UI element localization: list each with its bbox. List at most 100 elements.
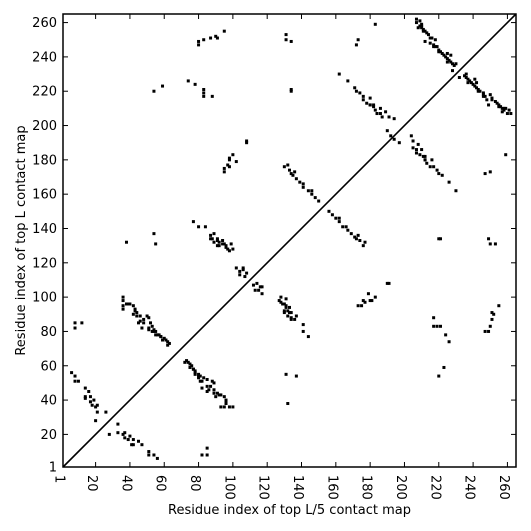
contact-point-mirror xyxy=(138,319,142,323)
contact-point-mirror xyxy=(294,374,298,378)
contact-point-mirror xyxy=(337,220,341,224)
y-tick-label: 240 xyxy=(32,50,57,65)
contact-point xyxy=(150,329,154,333)
contact-point xyxy=(145,314,149,318)
contact-point-mirror xyxy=(363,240,367,244)
contact-point xyxy=(231,247,235,251)
contact-point-mirror xyxy=(428,36,432,40)
contact-point-mirror xyxy=(188,362,192,366)
contact-point-mirror xyxy=(301,323,305,327)
contact-point-mirror xyxy=(116,422,120,426)
contact-point xyxy=(442,53,446,57)
contact-point xyxy=(502,106,506,110)
contact-point-mirror xyxy=(130,443,134,447)
contact-point xyxy=(433,38,437,42)
contact-point xyxy=(418,19,422,23)
contact-point-mirror xyxy=(507,108,511,112)
contact-point xyxy=(131,443,135,447)
contact-point xyxy=(193,372,197,376)
contact-point xyxy=(147,316,151,320)
contact-point-mirror xyxy=(123,431,127,435)
contact-point-mirror xyxy=(471,82,475,86)
contact-point xyxy=(83,386,87,390)
y-tick-label: 20 xyxy=(40,428,57,443)
contact-point xyxy=(126,438,130,442)
contact-point-mirror xyxy=(193,371,197,375)
contact-point-mirror xyxy=(219,405,223,409)
contact-point xyxy=(73,326,77,330)
diagonal-line xyxy=(62,13,517,468)
contact-point-mirror xyxy=(147,326,151,330)
contact-point-mirror xyxy=(205,453,209,457)
contact-point xyxy=(251,283,255,287)
contact-point xyxy=(294,177,298,181)
contact-point xyxy=(215,36,219,40)
contact-point xyxy=(227,249,231,253)
contact-point xyxy=(238,273,242,277)
contact-point xyxy=(133,307,137,311)
contact-point xyxy=(449,60,453,64)
contact-point xyxy=(414,21,418,25)
contact-point-mirror xyxy=(447,340,451,344)
y-tick-label: 120 xyxy=(32,256,57,271)
contact-point xyxy=(372,105,376,109)
contact-point xyxy=(197,39,201,43)
contact-point-mirror xyxy=(190,364,194,368)
contact-point xyxy=(354,43,358,47)
contact-point xyxy=(420,22,424,26)
contact-point xyxy=(481,93,485,97)
contact-point xyxy=(437,48,441,52)
contact-point-mirror xyxy=(94,405,98,409)
contact-point xyxy=(76,379,80,383)
contact-point-mirror xyxy=(198,374,202,378)
contact-point-mirror xyxy=(385,281,389,285)
contact-point xyxy=(466,81,470,85)
contact-point-mirror xyxy=(464,75,468,79)
contact-point-mirror xyxy=(497,304,501,308)
contact-point-mirror xyxy=(217,244,221,248)
x-tick-label: 180 xyxy=(359,475,374,500)
contact-point xyxy=(449,53,453,57)
y-tick-label: 40 xyxy=(40,394,57,409)
contact-point-mirror xyxy=(442,365,446,369)
contact-point xyxy=(142,317,146,321)
contact-point-mirror xyxy=(432,165,436,169)
contact-point-mirror xyxy=(205,446,209,450)
contact-point-mirror xyxy=(397,141,401,145)
contact-point xyxy=(186,79,190,83)
contact-point xyxy=(150,324,154,328)
contact-point xyxy=(500,110,504,114)
contact-point-mirror xyxy=(284,304,288,308)
x-tick-label: 240 xyxy=(462,475,477,500)
contact-point-mirror xyxy=(473,77,477,81)
x-tick-label: 20 xyxy=(84,475,99,492)
contact-point-mirror xyxy=(487,103,491,107)
contact-point-mirror xyxy=(363,300,367,304)
contact-point xyxy=(215,244,219,248)
contact-point xyxy=(73,374,77,378)
contact-point xyxy=(380,115,384,119)
contact-point-mirror xyxy=(490,317,494,321)
contact-point xyxy=(131,312,135,316)
contact-point-mirror xyxy=(212,388,216,392)
contact-point-mirror xyxy=(495,101,499,105)
contact-point-mirror xyxy=(222,395,226,399)
contact-point xyxy=(123,436,127,440)
contact-point xyxy=(384,110,388,114)
contact-point-mirror xyxy=(310,189,314,193)
contact-point xyxy=(354,89,358,93)
contact-point-mirror xyxy=(90,403,94,407)
contact-point-mirror xyxy=(504,106,508,110)
contact-point-mirror xyxy=(366,292,370,296)
contact-point-mirror xyxy=(509,112,513,116)
contact-point-mirror xyxy=(186,360,190,364)
contact-point-mirror xyxy=(487,329,491,333)
contact-point-mirror xyxy=(286,309,290,313)
contact-point xyxy=(92,398,96,402)
contact-point xyxy=(284,305,288,309)
contact-point xyxy=(373,108,377,112)
contact-point xyxy=(231,153,235,157)
contact-point-mirror xyxy=(439,237,442,241)
contact-point-mirror xyxy=(202,376,206,380)
contact-point xyxy=(289,172,293,176)
